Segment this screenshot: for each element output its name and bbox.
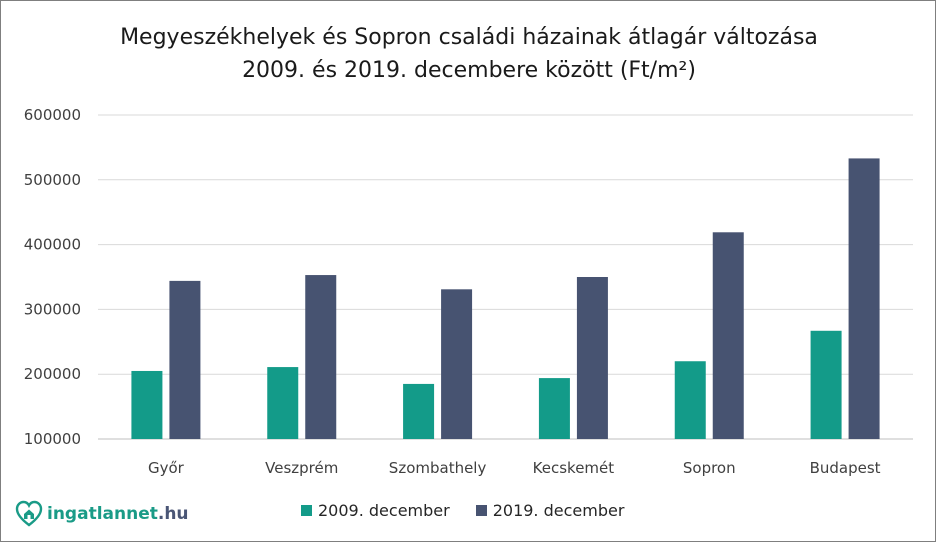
legend: 2009. december 2019. december [301,498,624,522]
bar-2009 [131,370,163,439]
bar-2019 [848,158,880,439]
chart-title-line-2: 2009. és 2019. decembere között (Ft/m²) [242,58,696,83]
legend-swatch-2019 [475,504,487,516]
chart-title-line-1: Megyeszékhelyek és Sopron családi házain… [120,25,818,50]
x-tick-label: Veszprém [265,459,338,477]
brand-name-part2: .hu [157,504,189,524]
bar-2009 [267,367,299,439]
bar-2009 [674,361,706,439]
bar-2019 [169,280,201,439]
bar-2009 [810,330,842,439]
house-heart-icon [15,500,43,527]
bar-2009 [538,378,570,439]
y-tick-label: 100000 [24,430,81,448]
brand-name-part1: ingatlannet [47,504,158,524]
x-tick-label: Budapest [810,459,881,477]
legend-item-2019: 2019. december [475,500,625,520]
y-tick-label: 600000 [24,106,81,124]
bar-2019 [712,232,744,439]
legend-swatch-2009 [301,504,312,516]
chart-title: Megyeszékhelyek és Sopron családi házain… [1,21,936,87]
x-tick-label: Szombathely [389,459,487,477]
x-tick-label: Sopron [683,459,736,477]
y-tick-label: 500000 [24,171,81,189]
x-tick-label: Kecskemét [533,459,615,477]
y-tick-label: 300000 [24,300,81,318]
bar-2009 [403,383,435,439]
y-tick-label: 200000 [24,365,81,383]
y-tick-label: 400000 [24,236,81,254]
brand-logo: ingatlannet.hu [15,499,189,529]
legend-label-2019: 2019. december [492,500,625,520]
bar-2019 [305,275,337,439]
brand-name: ingatlannet.hu [47,504,189,524]
legend-item-2009: 2009. december [301,501,450,520]
bar-2019 [576,277,608,439]
bar-2019 [441,289,473,439]
x-tick-label: Győr [148,459,185,477]
legend-label-2009: 2009. december [318,500,450,520]
